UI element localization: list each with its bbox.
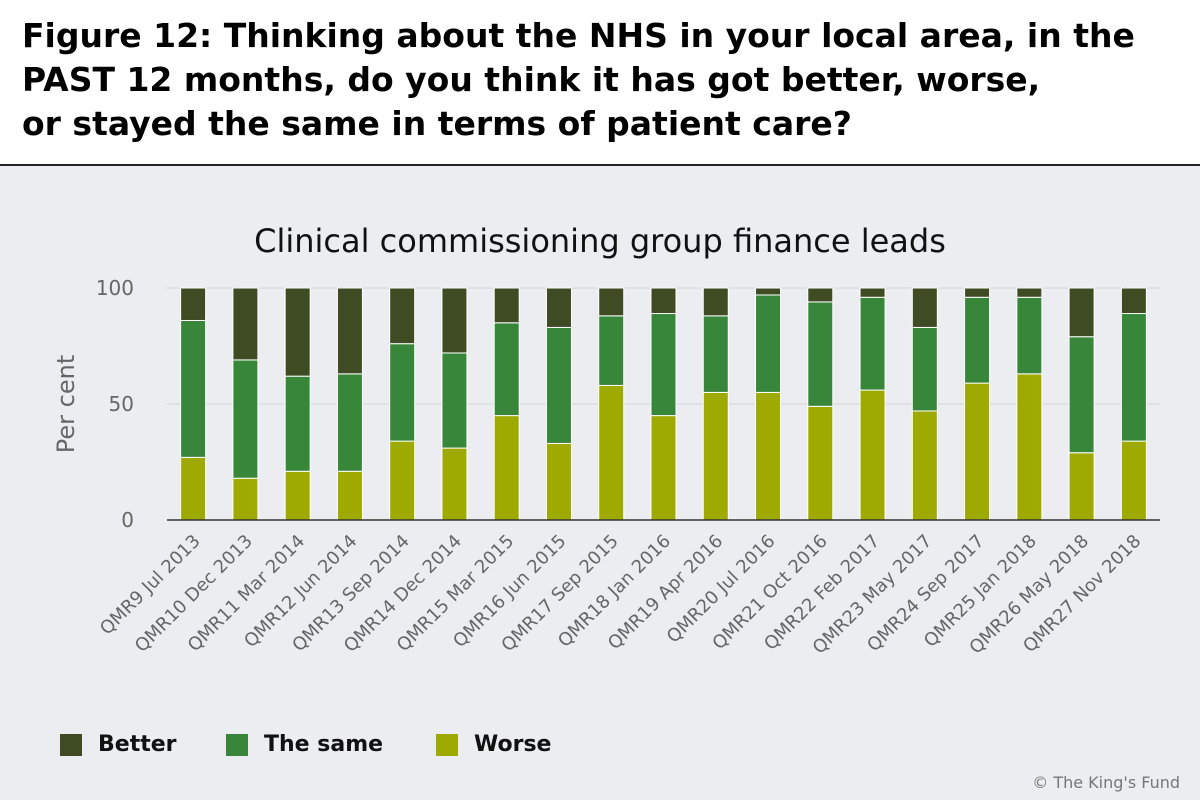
bar-segment-better	[650, 287, 677, 315]
y-tick-labels: 0 50 100	[96, 276, 134, 532]
bar-segment-better	[1016, 287, 1043, 298]
figure-title: Figure 12: Thinking about the NHS in you…	[22, 14, 1200, 146]
legend-label-the-same: The same	[264, 732, 384, 757]
figure-header: Figure 12: Thinking about the NHS in you…	[0, 0, 1200, 166]
bar-segment-better	[1120, 287, 1147, 315]
bar-segment-worse	[702, 391, 729, 521]
legend-swatch-worse	[436, 734, 458, 756]
bar-segment-the-same	[859, 296, 886, 391]
bar-segment-the-same	[755, 294, 782, 393]
bar-segment-better	[755, 287, 782, 296]
bar-segment-worse	[1068, 452, 1095, 521]
y-tick-label: 50	[109, 392, 134, 416]
bar-segment-worse	[232, 477, 259, 521]
bar-segment-the-same	[284, 375, 311, 472]
bar-segment-better	[493, 287, 520, 324]
bar-segment-worse	[1120, 440, 1147, 521]
figure-title-line-2: PAST 12 months, do you think it has got …	[22, 60, 1041, 99]
bar-segment-better	[859, 287, 886, 298]
bar-segment-the-same	[389, 343, 416, 442]
legend-swatch-the-same	[226, 734, 248, 756]
bar-segment-better	[1068, 287, 1095, 338]
bar-segment-worse	[389, 440, 416, 521]
bar-segment-the-same	[1068, 336, 1095, 454]
bar-segment-worse	[964, 382, 991, 521]
legend-label-worse: Worse	[474, 732, 552, 757]
legend-label-better: Better	[98, 732, 177, 757]
bar-segment-the-same	[702, 315, 729, 393]
bar-segment-the-same	[336, 373, 363, 472]
figure-title-line-1: Figure 12: Thinking about the NHS in you…	[22, 16, 1135, 55]
bar-segment-the-same	[441, 352, 468, 449]
figure-title-line-3: or stayed the same in terms of patient c…	[22, 104, 852, 143]
bar-segment-better	[336, 287, 363, 375]
bar-segment-better	[180, 287, 207, 321]
bar-segment-the-same	[545, 326, 572, 444]
bar-segment-the-same	[807, 301, 834, 407]
copyright-notice: © The King's Fund	[1032, 773, 1180, 792]
bar-segment-worse	[911, 410, 938, 521]
bar-segment-worse	[441, 447, 468, 521]
bar-segment-worse	[650, 415, 677, 521]
y-tick-label: 0	[121, 508, 134, 532]
bar-segment-the-same	[232, 359, 259, 479]
bar-segment-worse	[336, 470, 363, 521]
bar-segment-the-same	[1120, 313, 1147, 442]
y-axis-label: Per cent	[52, 355, 80, 453]
legend-swatch-better	[60, 734, 82, 756]
bar-segment-worse	[755, 391, 782, 521]
bar-segment-better	[232, 287, 259, 361]
chart-title: Clinical commissioning group finance lea…	[254, 222, 946, 260]
bars	[167, 287, 1160, 521]
bar-segment-better	[598, 287, 625, 317]
bar-segment-better	[545, 287, 572, 328]
bar-segment-better	[441, 287, 468, 354]
bar-segment-better	[964, 287, 991, 298]
bar-segment-worse	[493, 415, 520, 521]
bar-segment-better	[911, 287, 938, 328]
bar-segment-better	[702, 287, 729, 317]
bar-segment-better	[807, 287, 834, 303]
bar-segment-the-same	[1016, 296, 1043, 375]
bar-segment-worse	[859, 389, 886, 521]
bar-segment-worse	[284, 470, 311, 521]
bar-segment-worse	[545, 442, 572, 521]
bar-segment-the-same	[180, 319, 207, 458]
bar-segment-better	[284, 287, 311, 377]
bar-segment-the-same	[598, 315, 625, 386]
bar-segment-the-same	[964, 296, 991, 384]
bar-segment-the-same	[650, 313, 677, 417]
bar-segment-worse	[598, 384, 625, 521]
bar-segment-better	[389, 287, 416, 345]
bar-segment-the-same	[911, 326, 938, 412]
bar-segment-worse	[807, 405, 834, 521]
bar-segment-worse	[1016, 373, 1043, 521]
bar-segment-the-same	[493, 322, 520, 417]
y-tick-label: 100	[96, 276, 134, 300]
bar-segment-worse	[180, 456, 207, 521]
